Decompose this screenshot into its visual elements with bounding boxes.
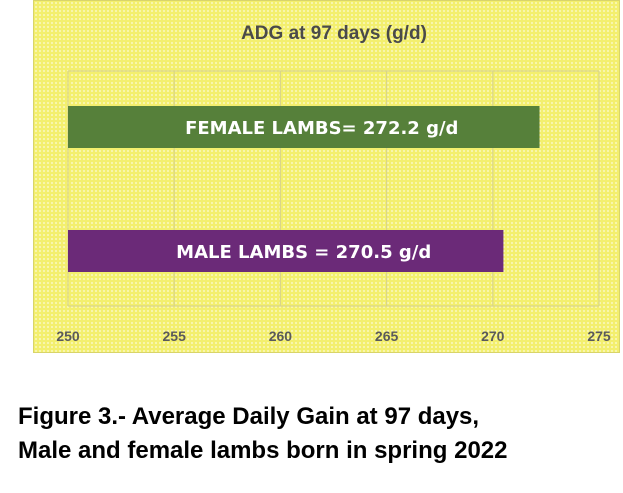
figure-caption-line-2: Male and female lambs born in spring 202… (18, 437, 508, 464)
bar-label-male-lambs: MALE LAMBS = 270.5 g/d (176, 242, 431, 263)
tick-label-270: 270 (481, 328, 505, 344)
tick-label-255: 255 (163, 328, 187, 344)
x-axis-ticks: 250 255 260 265 270 275 (56, 328, 611, 344)
bar-label-female-lambs: FEMALE LAMBS= 272.2 g/d (185, 118, 458, 139)
tick-label-260: 260 (269, 328, 293, 344)
bar-male-lambs (68, 230, 504, 272)
chart-title: ADG at 97 days (g/d) (241, 23, 427, 44)
chart-area: ADG at 97 days (g/d) FEMALE LAMBS= 272.2… (33, 0, 620, 353)
bars: FEMALE LAMBS= 272.2 g/d MALE LAMBS = 270.… (68, 106, 540, 272)
bar-chart: ADG at 97 days (g/d) FEMALE LAMBS= 272.2… (56, 23, 611, 344)
tick-label-275: 275 (587, 328, 611, 344)
tick-label-265: 265 (375, 328, 399, 344)
figure-caption-line-1: Figure 3.- Average Daily Gain at 97 days… (18, 403, 480, 430)
bar-female-lambs (68, 106, 540, 148)
tick-label-250: 250 (56, 328, 80, 344)
